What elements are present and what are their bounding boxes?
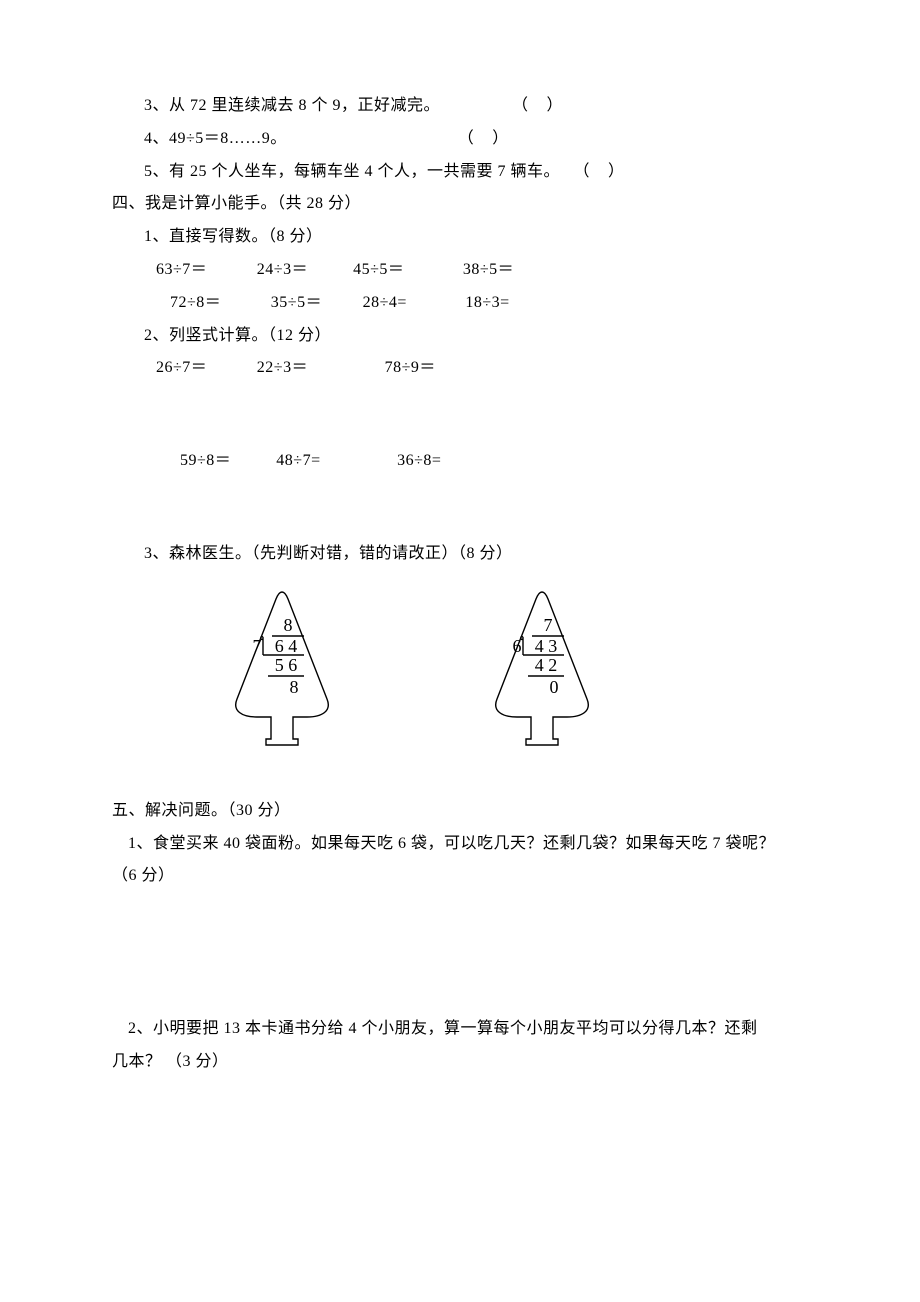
s5-q2: 2、小明要把 13 本卡通书分给 4 个小朋友，算一算每个小朋友平均可以分得几本… [112, 1013, 808, 1046]
tree-diagram-2: 7 6 4 3 4 2 0 [482, 589, 602, 749]
tree1-quotient: 8 [284, 615, 293, 635]
tree-diagram-1: 8 7 6 4 5 6 8 [222, 589, 342, 749]
tree1-rem: 8 [290, 677, 299, 697]
section4-title: 四、我是计算小能手。（共 28 分） [112, 188, 808, 221]
s5-q2b: 几本？ （3 分） [112, 1046, 808, 1079]
tree2-dividend: 4 3 [535, 636, 558, 656]
trees-row: 8 7 6 4 5 6 8 7 6 4 3 4 2 0 [112, 589, 808, 749]
tree2-divisor: 6 [513, 636, 522, 656]
tree1-dividend: 6 4 [275, 636, 298, 656]
s5-q1: 1、食堂买来 40 袋面粉。如果每天吃 6 袋，可以吃几天？还剩几袋？如果每天吃… [112, 828, 808, 861]
tree1-sub: 5 6 [275, 655, 298, 675]
judge-q3: 3、从 72 里连续减去 8 个 9，正好减完。 （ ） [112, 90, 808, 123]
tree1-divisor: 7 [253, 636, 262, 656]
s4-p1-row2: 72÷8＝ 35÷5＝ 28÷4= 18÷3= [112, 287, 808, 320]
s4-p2-row1: 26÷7＝ 22÷3＝ 78÷9＝ [112, 352, 808, 385]
tree2-sub: 4 2 [535, 655, 558, 675]
tree2-rem: 0 [550, 677, 559, 697]
s4-p1-title: 1、直接写得数。（8 分） [112, 221, 808, 254]
tree2-quotient: 7 [544, 615, 553, 635]
s4-p2-row2: 59÷8＝ 48÷7= 36÷8= [112, 445, 808, 478]
judge-q5: 5、有 25 个人坐车，每辆车坐 4 个人，一共需要 7 辆车。 （ ） [112, 156, 808, 189]
judge-q4: 4、49÷5＝8……9。 （ ） [112, 123, 808, 156]
s5-q1b: （6 分） [112, 860, 808, 893]
s4-p1-row1: 63÷7＝ 24÷3＝ 45÷5＝ 38÷5＝ [112, 254, 808, 287]
s4-p2-title: 2、列竖式计算。（12 分） [112, 320, 808, 353]
s4-p3-title: 3、森林医生。（先判断对错，错的请改正）（8 分） [112, 538, 808, 571]
section5-title: 五、解决问题。（30 分） [112, 795, 808, 828]
